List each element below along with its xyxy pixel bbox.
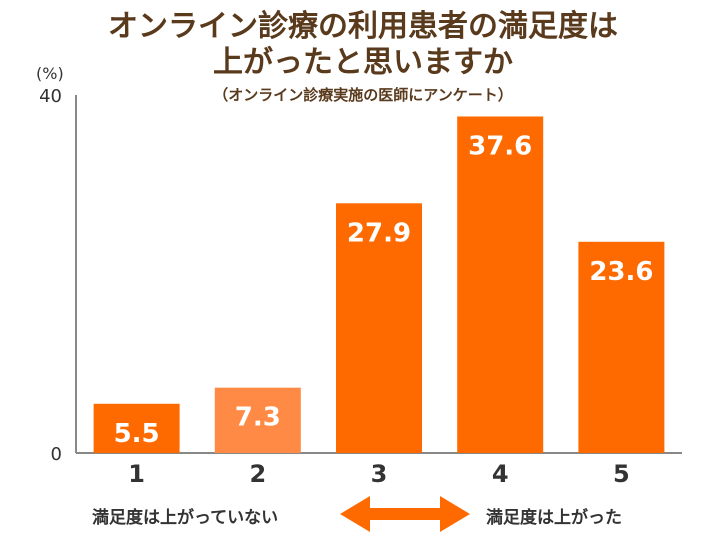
data-label-2: 7.3 (235, 403, 281, 433)
bar-2 (214, 387, 301, 453)
bar-4 (457, 116, 544, 453)
data-label-3: 27.9 (347, 218, 411, 248)
x-tick-label-4: 4 (492, 460, 509, 488)
annotation-improved: 満足度は上がった (486, 508, 622, 528)
x-tick-label-2: 2 (249, 460, 266, 488)
x-tick-label-3: 3 (371, 460, 388, 488)
bar-3 (336, 203, 422, 453)
y-tick-label-min: 0 (50, 444, 62, 465)
double-arrow-icon (340, 496, 470, 532)
chart-subtitle: （オンライン診療実施の医師にアンケート） (213, 86, 513, 104)
annotation-not-improved: 満足度は上がっていない (92, 508, 279, 528)
chart-title-line2: 上がったと思いますか (213, 45, 513, 80)
y-tick-label-max: 40 (39, 86, 62, 107)
x-tick-label-5: 5 (613, 460, 630, 488)
bar-5 (578, 241, 665, 453)
y-axis-unit-label: (%) (36, 64, 64, 83)
data-label-4: 37.6 (468, 131, 532, 161)
data-label-1: 5.5 (114, 419, 160, 449)
bar-1 (93, 403, 180, 453)
data-label-5: 23.6 (589, 257, 653, 287)
x-tick-label-1: 1 (128, 460, 145, 488)
chart-title-line1: オンライン診療の利用患者の満足度は (108, 9, 618, 44)
